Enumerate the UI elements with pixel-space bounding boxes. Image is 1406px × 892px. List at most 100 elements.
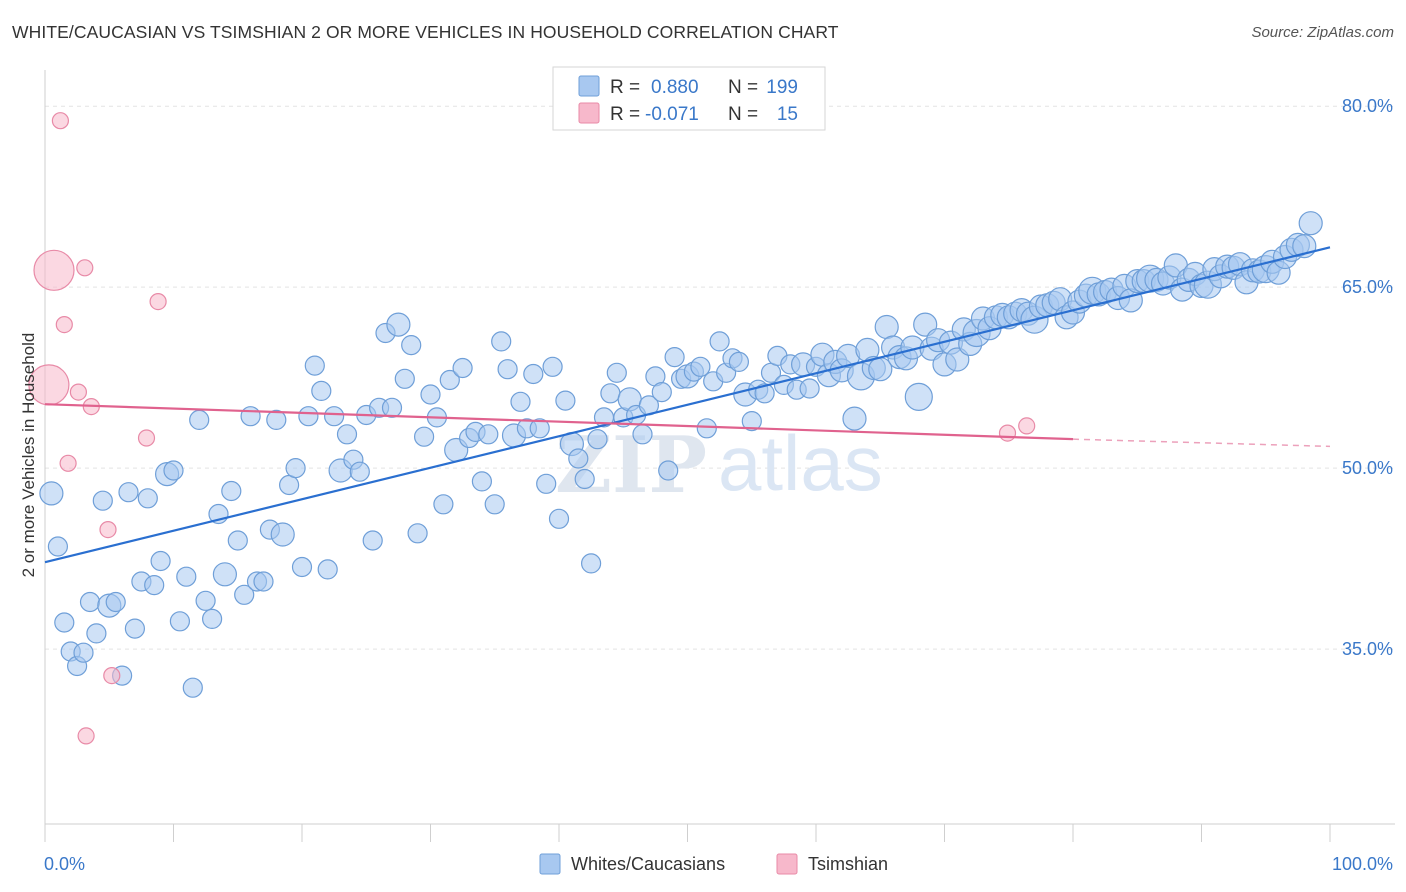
- point-whites: [491, 331, 512, 352]
- point-whites: [651, 382, 672, 403]
- point-tsimshian: [1018, 417, 1036, 435]
- point-whites: [202, 608, 223, 630]
- bottom-legend-swatch-whites: [539, 853, 561, 875]
- tick-labels: 80.0% 65.0% 50.0% 35.0% 0.0% 100.0%: [44, 96, 1393, 874]
- point-tsimshian: [77, 727, 95, 745]
- point-whites: [227, 530, 248, 551]
- point-whites: [529, 418, 550, 439]
- y-tick-label: 65.0%: [1342, 277, 1393, 297]
- bottom-legend-swatch-tsimshian: [776, 853, 798, 875]
- point-whites: [874, 314, 899, 340]
- legend: R = 0.880 N = 199 R = -0.071 N = 15: [552, 66, 826, 131]
- point-whites: [349, 461, 370, 482]
- point-whites: [124, 618, 145, 639]
- point-whites: [536, 473, 557, 494]
- watermark-atlas: atlas: [718, 419, 883, 507]
- bottom-legend: Whites/Caucasians Tsimshian: [539, 853, 888, 875]
- point-whites: [47, 536, 69, 557]
- point-whites: [407, 523, 428, 544]
- point-whites: [401, 335, 422, 356]
- point-whites: [212, 562, 237, 587]
- point-tsimshian: [69, 383, 88, 401]
- bottom-legend-label-whites: Whites/Caucasians: [571, 854, 725, 874]
- legend-swatch-tsimshian: [578, 102, 600, 124]
- point-whites: [600, 383, 621, 404]
- trend-line-tsimshian: [44, 403, 1074, 441]
- point-whites: [79, 591, 101, 613]
- point-whites: [182, 677, 203, 698]
- point-whites: [317, 559, 338, 580]
- point-whites: [144, 574, 165, 596]
- point-whites: [587, 429, 608, 450]
- point-whites: [195, 590, 216, 611]
- legend-r-value-2: -0.071: [645, 104, 699, 125]
- point-tsimshian: [137, 429, 156, 447]
- point-whites: [92, 490, 113, 511]
- point-tsimshian: [99, 520, 117, 539]
- point-whites: [394, 368, 415, 389]
- bottom-legend-label-tsimshian: Tsimshian: [808, 854, 888, 874]
- point-whites: [169, 611, 190, 632]
- point-whites: [452, 357, 473, 379]
- point-whites: [632, 424, 653, 445]
- point-whites: [291, 556, 313, 578]
- legend-n-label-1: N =: [728, 77, 758, 98]
- point-whites: [606, 362, 627, 383]
- point-whites: [690, 356, 711, 377]
- point-whites: [54, 612, 75, 633]
- point-whites: [945, 347, 970, 372]
- point-whites: [176, 566, 197, 587]
- point-whites: [304, 355, 325, 376]
- chart-title: WHITE/CAUCASIAN VS TSIMSHIAN 2 OR MORE V…: [12, 22, 839, 42]
- point-whites: [439, 369, 460, 391]
- point-whites: [542, 356, 563, 377]
- point-tsimshian: [51, 112, 70, 130]
- trend-line-tsimshian-extension: [1072, 438, 1331, 448]
- x-tick-label: 0.0%: [44, 854, 85, 874]
- x-tick-label: 100.0%: [1332, 854, 1393, 874]
- point-whites: [311, 380, 332, 401]
- point-whites: [658, 460, 679, 481]
- trend-line-whites: [44, 246, 1331, 564]
- point-whites: [362, 530, 383, 551]
- trend-lines: [44, 246, 1331, 564]
- point-whites: [904, 382, 933, 411]
- point-whites: [510, 391, 531, 412]
- point-whites: [1298, 211, 1323, 236]
- point-whites: [913, 312, 938, 337]
- point-whites: [86, 623, 107, 644]
- point-whites: [118, 482, 139, 503]
- point-tsimshian: [103, 666, 121, 685]
- point-whites: [324, 406, 345, 427]
- point-whites: [266, 409, 287, 430]
- point-whites: [497, 359, 518, 380]
- legend-n-label-2: N =: [728, 104, 758, 125]
- point-whites: [150, 550, 171, 572]
- point-whites: [754, 383, 775, 404]
- point-whites: [285, 458, 306, 479]
- point-whites: [298, 406, 319, 427]
- point-whites: [799, 378, 820, 399]
- point-whites: [234, 584, 255, 605]
- point-whites: [279, 474, 300, 496]
- point-whites: [471, 471, 492, 492]
- point-whites: [221, 480, 242, 502]
- point-whites: [433, 494, 454, 515]
- point-whites: [580, 553, 602, 574]
- point-whites: [39, 481, 64, 506]
- point-whites: [137, 488, 158, 509]
- point-tsimshian: [998, 424, 1017, 442]
- point-whites: [555, 390, 576, 411]
- point-whites: [728, 351, 750, 372]
- point-whites: [386, 312, 411, 337]
- y-tick-label: 50.0%: [1342, 458, 1393, 478]
- point-whites: [568, 448, 589, 469]
- legend-n-value-1: 199: [766, 77, 798, 98]
- point-whites: [270, 522, 295, 547]
- point-whites: [73, 642, 94, 663]
- y-axis-title: 2 or more Vehicles in Household: [19, 333, 38, 578]
- legend-r-label-2: R =: [610, 104, 640, 125]
- legend-swatch-whites: [578, 75, 600, 97]
- source-credit: Source: ZipAtlas.com: [1251, 24, 1394, 41]
